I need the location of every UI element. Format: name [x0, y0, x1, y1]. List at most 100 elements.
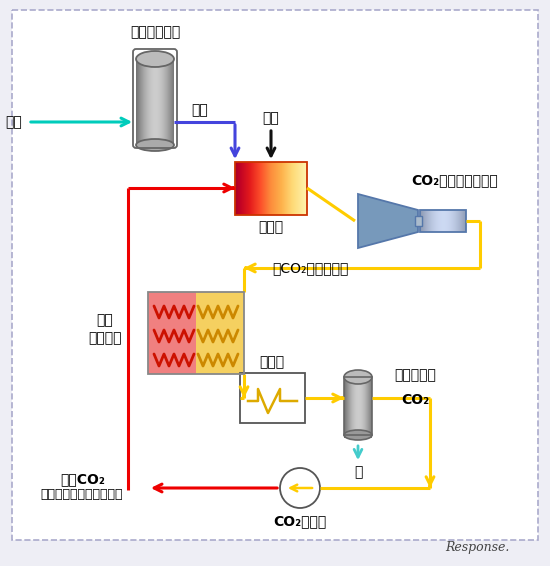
Bar: [143, 58, 144, 145]
Text: 酸素製造装置: 酸素製造装置: [130, 25, 180, 39]
Bar: [451, 210, 452, 232]
Circle shape: [280, 468, 320, 508]
Text: 酸素: 酸素: [191, 103, 208, 117]
Bar: [357, 376, 358, 438]
Text: CO₂タービン発電機: CO₂タービン発電機: [411, 173, 498, 187]
Bar: [356, 376, 357, 438]
Bar: [368, 376, 369, 438]
Bar: [160, 58, 161, 145]
Bar: [158, 58, 159, 145]
Bar: [348, 376, 349, 438]
Text: 水: 水: [354, 465, 362, 479]
Bar: [235, 162, 307, 215]
Bar: [354, 376, 355, 438]
Text: Response.: Response.: [446, 542, 510, 555]
Bar: [164, 58, 165, 145]
Bar: [439, 210, 440, 232]
Bar: [240, 373, 305, 423]
Bar: [436, 210, 437, 232]
Bar: [346, 376, 347, 438]
Bar: [426, 210, 427, 232]
Bar: [447, 210, 448, 232]
Bar: [344, 377, 372, 435]
Bar: [360, 376, 361, 438]
Bar: [370, 376, 371, 438]
Text: 燃焼器: 燃焼器: [258, 220, 284, 234]
Bar: [461, 210, 462, 232]
Bar: [170, 58, 171, 145]
Bar: [462, 210, 463, 232]
Bar: [415, 216, 422, 226]
Bar: [159, 58, 160, 145]
Bar: [148, 292, 244, 374]
Bar: [367, 376, 368, 438]
Bar: [136, 58, 137, 145]
Bar: [371, 376, 372, 438]
Bar: [429, 210, 430, 232]
Bar: [421, 210, 422, 232]
Bar: [168, 58, 169, 145]
Bar: [449, 210, 450, 232]
Bar: [161, 58, 162, 145]
Bar: [424, 210, 425, 232]
Bar: [460, 210, 461, 232]
Bar: [454, 210, 455, 232]
Bar: [350, 376, 351, 438]
Bar: [450, 210, 451, 232]
Bar: [144, 58, 145, 145]
Text: （貯留、石油増進回収）: （貯留、石油増進回収）: [40, 488, 123, 501]
Bar: [166, 58, 167, 145]
Text: CO₂: CO₂: [401, 393, 429, 407]
Bar: [345, 376, 346, 438]
Bar: [171, 58, 172, 145]
Bar: [366, 376, 367, 438]
Bar: [435, 210, 436, 232]
Bar: [428, 210, 429, 232]
Bar: [173, 58, 174, 145]
Text: 空気: 空気: [6, 115, 22, 129]
Bar: [423, 210, 424, 232]
Bar: [463, 210, 464, 232]
Bar: [464, 210, 465, 232]
Bar: [422, 210, 423, 232]
Bar: [433, 210, 434, 232]
Text: （CO₂，水蒸気）: （CO₂，水蒸気）: [272, 261, 348, 275]
Bar: [137, 58, 138, 145]
Bar: [157, 58, 158, 145]
Bar: [369, 376, 370, 438]
Text: 湿分分離器: 湿分分離器: [394, 368, 436, 382]
Bar: [145, 58, 146, 145]
Bar: [443, 210, 444, 232]
Text: CO₂ポンプ: CO₂ポンプ: [273, 514, 327, 528]
Bar: [146, 58, 147, 145]
Bar: [359, 376, 360, 438]
Bar: [459, 210, 460, 232]
Bar: [453, 210, 454, 232]
Ellipse shape: [344, 430, 372, 440]
Bar: [142, 58, 143, 145]
Bar: [458, 210, 459, 232]
Bar: [151, 58, 152, 145]
Bar: [163, 58, 164, 145]
Text: 冷却器: 冷却器: [260, 355, 284, 369]
Bar: [355, 376, 356, 438]
Bar: [349, 376, 350, 438]
Polygon shape: [358, 194, 418, 248]
Ellipse shape: [136, 51, 174, 67]
Bar: [465, 210, 466, 232]
Bar: [138, 58, 139, 145]
Bar: [162, 58, 163, 145]
Bar: [455, 210, 456, 232]
Bar: [167, 58, 168, 145]
Bar: [444, 210, 445, 232]
Bar: [440, 210, 441, 232]
Bar: [196, 292, 244, 374]
Bar: [139, 58, 140, 145]
Bar: [430, 210, 431, 232]
Bar: [363, 376, 364, 438]
Bar: [427, 210, 428, 232]
Text: 再生: 再生: [97, 313, 113, 327]
Bar: [442, 210, 443, 232]
Bar: [150, 58, 151, 145]
Bar: [420, 210, 466, 232]
